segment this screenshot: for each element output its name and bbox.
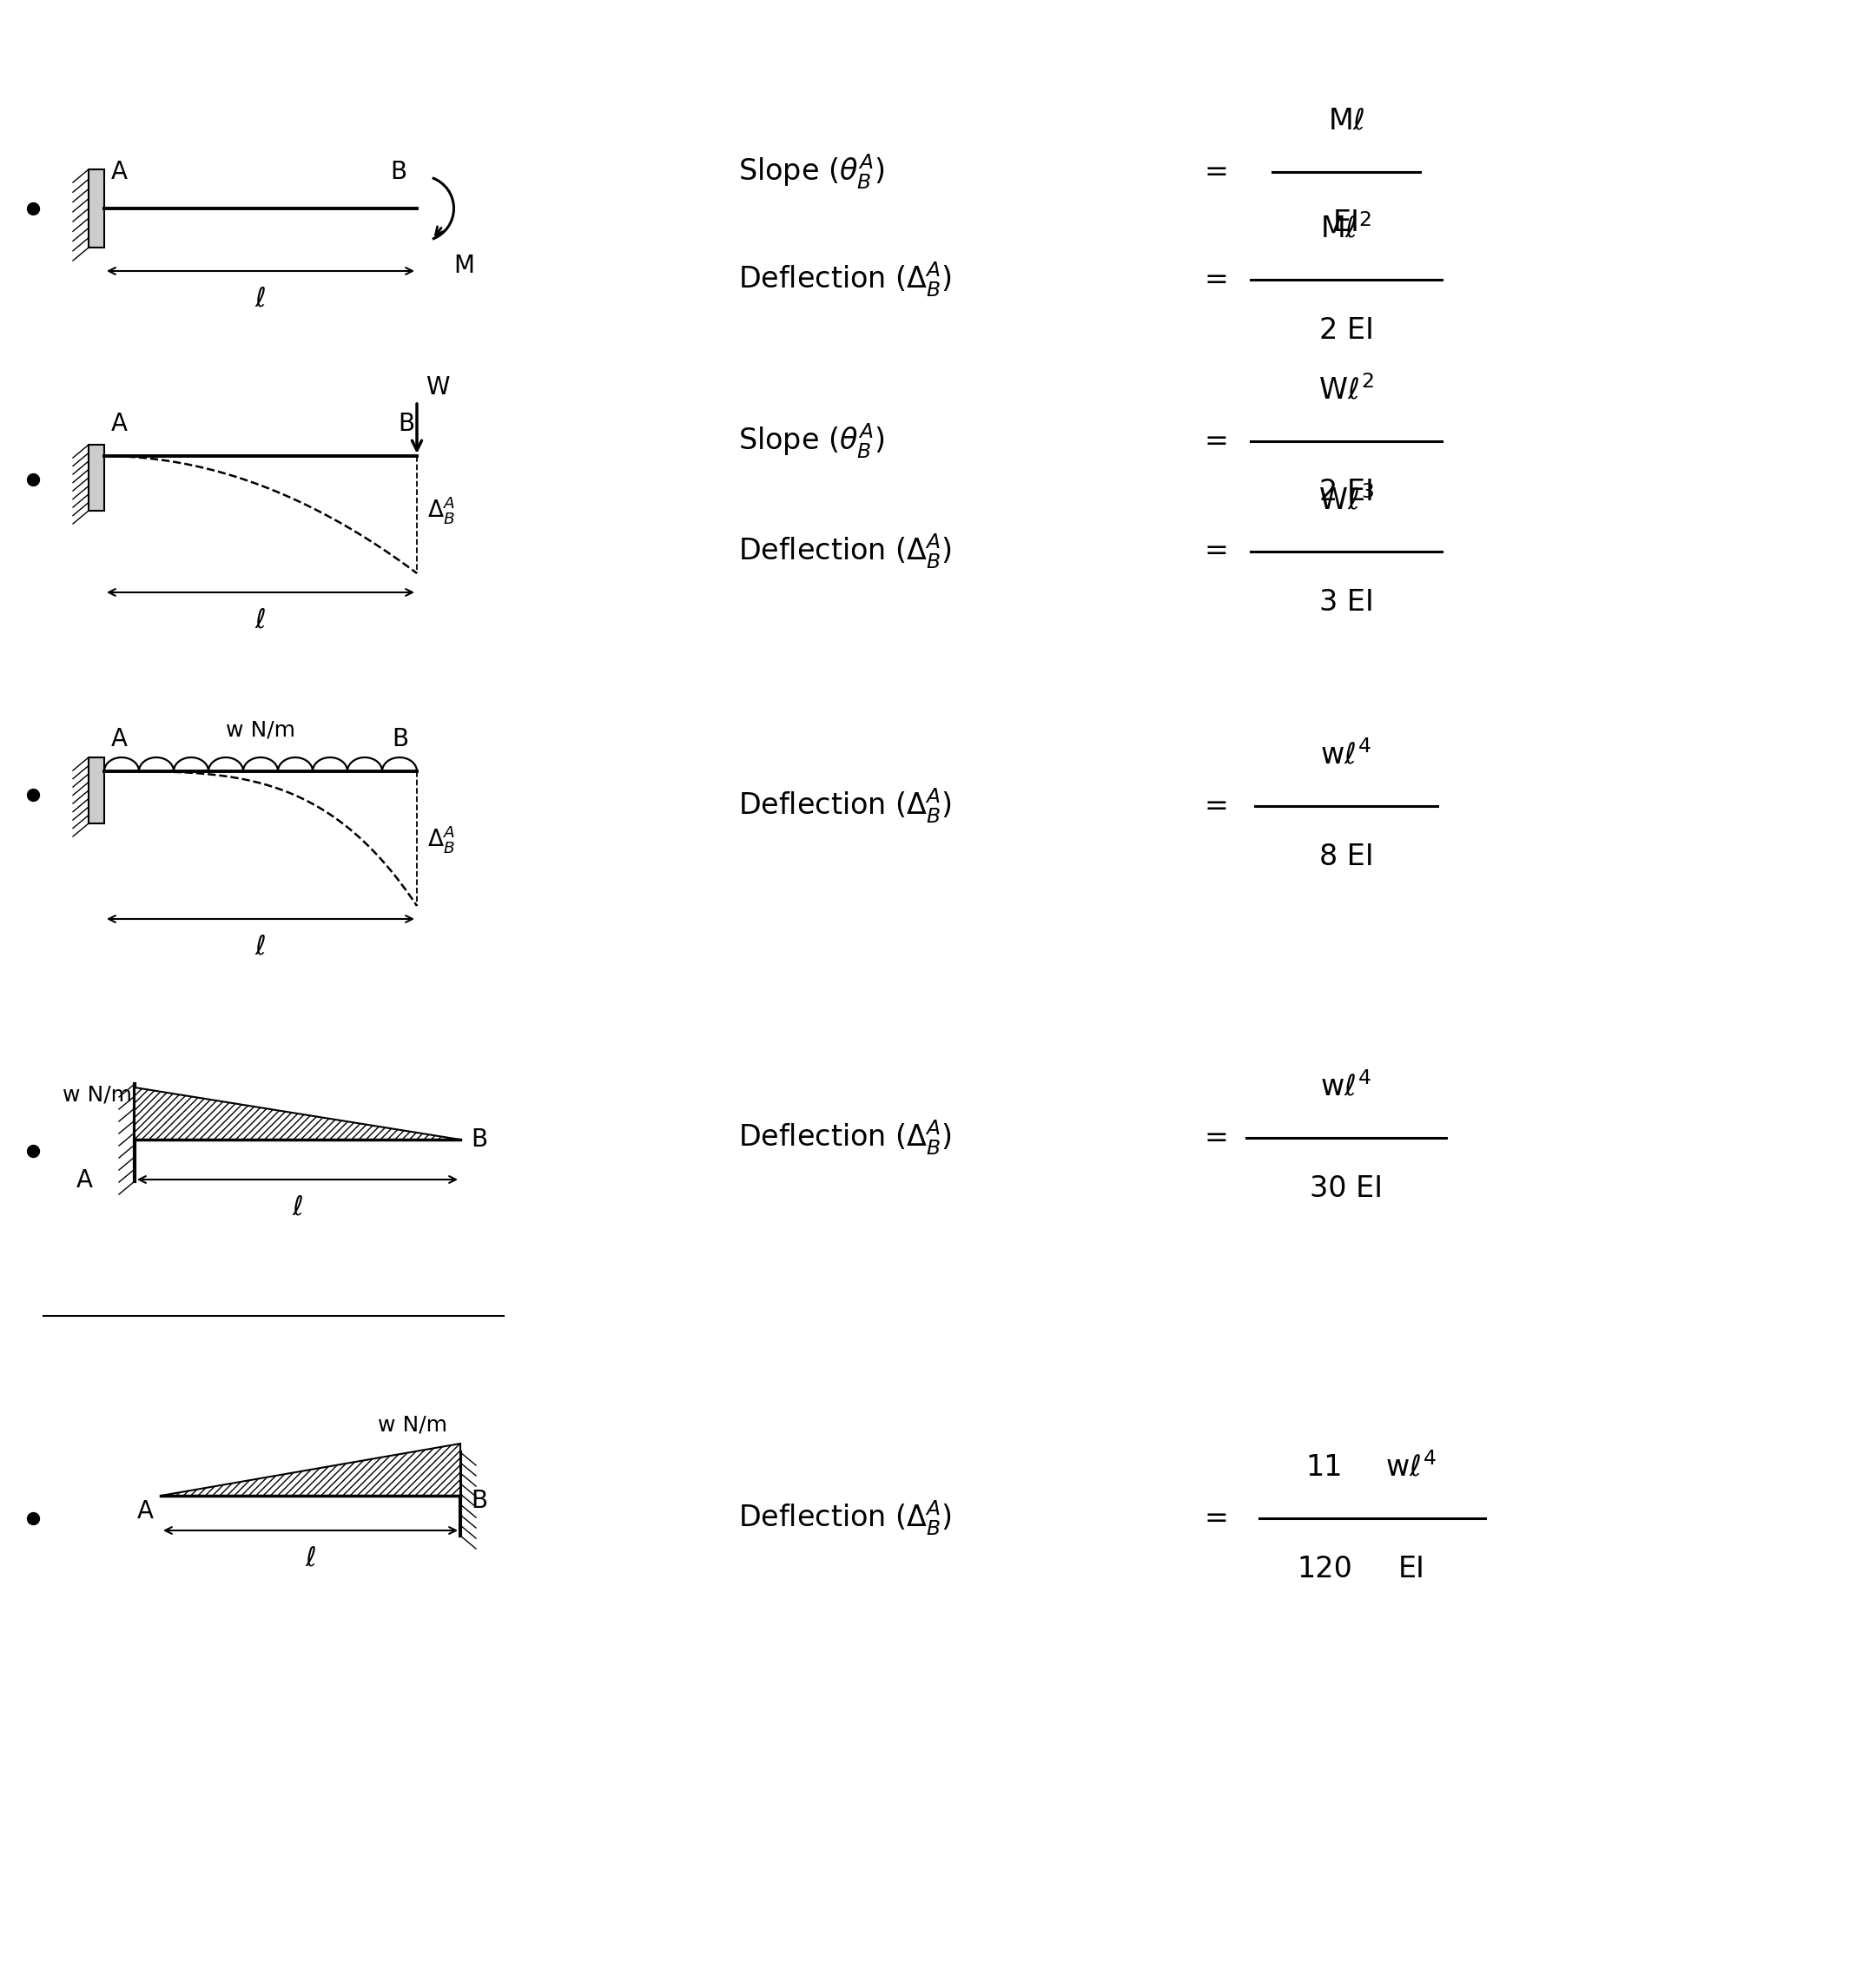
Text: $\ell$: $\ell$ — [304, 1547, 317, 1570]
Polygon shape — [135, 1088, 460, 1141]
Text: $\Delta_B^A$: $\Delta_B^A$ — [428, 495, 456, 526]
Text: B: B — [398, 412, 415, 436]
Text: Slope ($\theta_B^A$): Slope ($\theta_B^A$) — [739, 153, 884, 190]
Text: A: A — [137, 1500, 154, 1523]
Text: $\ell$: $\ell$ — [255, 934, 266, 960]
Text: B: B — [471, 1488, 488, 1513]
Text: B: B — [392, 726, 409, 752]
Text: 8 EI: 8 EI — [1319, 842, 1373, 872]
Text: 11: 11 — [1306, 1453, 1343, 1482]
Text: =: = — [1204, 538, 1229, 565]
Text: =: = — [1204, 426, 1229, 455]
Text: Deflection ($\Delta_B^A$): Deflection ($\Delta_B^A$) — [739, 532, 951, 571]
Text: Deflection ($\Delta_B^A$): Deflection ($\Delta_B^A$) — [739, 787, 951, 824]
Text: w$\ell^4$: w$\ell^4$ — [1321, 740, 1371, 769]
Text: W$\ell^2$: W$\ell^2$ — [1319, 375, 1373, 404]
Text: =: = — [1204, 157, 1229, 186]
Text: M: M — [454, 253, 475, 279]
Text: W$\ell^3$: W$\ell^3$ — [1319, 485, 1373, 514]
Text: EI: EI — [1332, 208, 1360, 238]
Text: =: = — [1204, 265, 1229, 294]
Text: $\ell$: $\ell$ — [255, 609, 266, 634]
Text: =: = — [1204, 1504, 1229, 1533]
Text: A: A — [111, 412, 128, 436]
Text: B: B — [471, 1127, 488, 1152]
Text: $\ell$: $\ell$ — [255, 287, 266, 312]
Text: W: W — [426, 375, 450, 400]
Text: $\Delta_B^A$: $\Delta_B^A$ — [428, 822, 456, 854]
Text: 3 EI: 3 EI — [1319, 589, 1373, 616]
Text: A: A — [77, 1168, 94, 1194]
Text: M$\ell^2$: M$\ell^2$ — [1321, 212, 1371, 243]
Text: Deflection ($\Delta_B^A$): Deflection ($\Delta_B^A$) — [739, 1500, 951, 1537]
Text: w N/m: w N/m — [225, 718, 295, 740]
Text: 30 EI: 30 EI — [1309, 1174, 1383, 1203]
Text: Deflection ($\Delta_B^A$): Deflection ($\Delta_B^A$) — [739, 261, 951, 298]
Text: B: B — [390, 159, 407, 185]
Text: w N/m: w N/m — [62, 1084, 131, 1105]
Text: w$\ell^4$: w$\ell^4$ — [1321, 1072, 1371, 1101]
Bar — [88, 169, 105, 247]
Text: $\ell$: $\ell$ — [293, 1195, 304, 1221]
Bar — [88, 758, 105, 822]
Text: Deflection ($\Delta_B^A$): Deflection ($\Delta_B^A$) — [739, 1119, 951, 1156]
Text: w$\ell^4$: w$\ell^4$ — [1386, 1451, 1437, 1482]
Text: Slope ($\theta_B^A$): Slope ($\theta_B^A$) — [739, 422, 884, 461]
Text: A: A — [111, 159, 128, 185]
Text: w N/m: w N/m — [377, 1413, 446, 1435]
Text: 2 EI: 2 EI — [1319, 477, 1373, 506]
Text: 2 EI: 2 EI — [1319, 316, 1373, 345]
Polygon shape — [161, 1443, 460, 1496]
Text: M$\ell$: M$\ell$ — [1328, 106, 1364, 135]
Text: =: = — [1204, 791, 1229, 821]
Text: EI: EI — [1398, 1555, 1424, 1584]
Bar — [88, 446, 105, 510]
Text: A: A — [111, 726, 128, 752]
Text: =: = — [1204, 1123, 1229, 1152]
Text: 120: 120 — [1296, 1555, 1353, 1584]
